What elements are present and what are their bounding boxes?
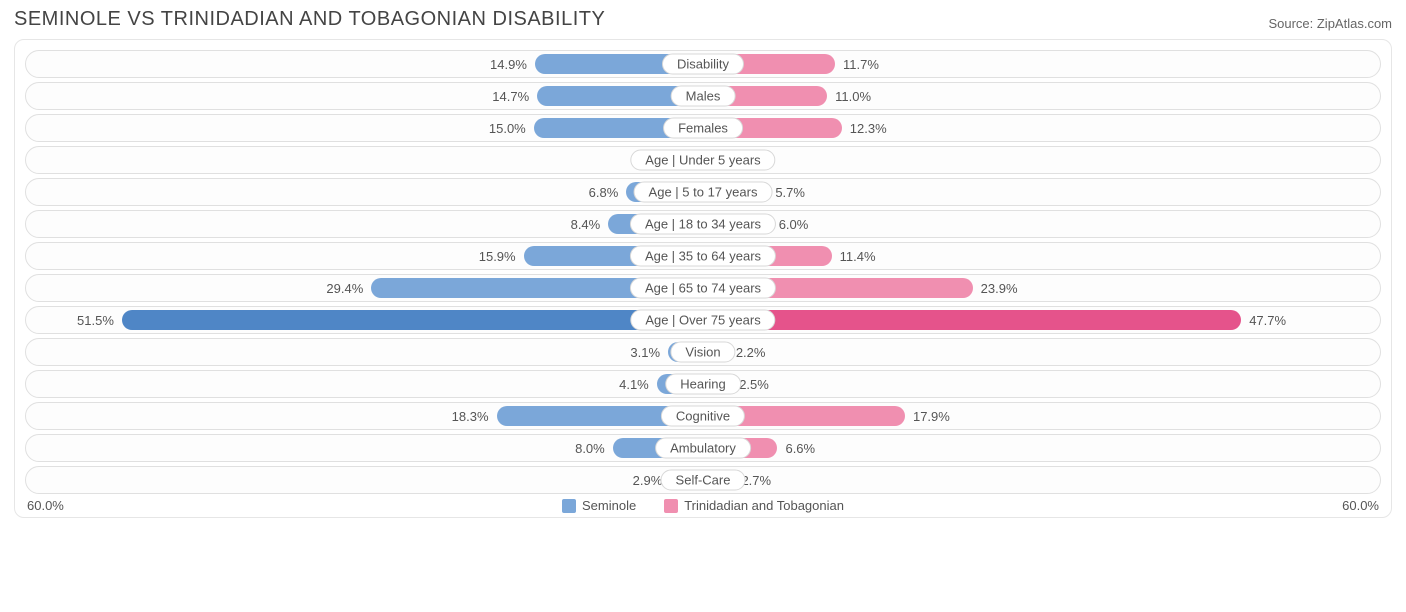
value-left: 29.4% xyxy=(326,275,371,301)
chart-row: 4.1%2.5%Hearing xyxy=(25,370,1381,398)
legend-item-left: Seminole xyxy=(562,498,636,513)
bar-left xyxy=(122,310,703,330)
chart-row: 2.9%2.7%Self-Care xyxy=(25,466,1381,494)
chart-row: 8.0% 6.6% Ambulatory xyxy=(25,434,1381,462)
chart-row: 3.1%2.2%Vision xyxy=(25,338,1381,366)
value-left: 8.0% xyxy=(575,435,613,461)
value-right: 12.3% xyxy=(842,115,887,141)
value-left: 51.5% xyxy=(77,307,122,333)
category-label: Self-Care xyxy=(661,470,746,491)
chart-row: 15.9% 11.4% Age | 35 to 64 years xyxy=(25,242,1381,270)
axis-max-right: 60.0% xyxy=(1342,498,1379,513)
chart-row: 6.8% 5.7%Age | 5 to 17 years xyxy=(25,178,1381,206)
value-right: 6.0% xyxy=(771,211,809,237)
chart-row: 18.3% 17.9% Cognitive xyxy=(25,402,1381,430)
chart-row: 14.7% 11.0% Males xyxy=(25,82,1381,110)
legend-swatch-right-icon xyxy=(664,499,678,513)
category-label: Age | 18 to 34 years xyxy=(630,214,776,235)
value-right: 6.6% xyxy=(777,435,815,461)
chart-row: 14.9% 11.7% Disability xyxy=(25,50,1381,78)
bar-right xyxy=(703,310,1241,330)
value-right: 23.9% xyxy=(973,275,1018,301)
value-left: 6.8% xyxy=(589,179,627,205)
value-left: 15.0% xyxy=(489,115,534,141)
chart-row: 8.4% 6.0%Age | 18 to 34 years xyxy=(25,210,1381,238)
category-label: Hearing xyxy=(665,374,741,395)
axis-max-left: 60.0% xyxy=(27,498,64,513)
chart-footer: 60.0% Seminole Trinidadian and Tobagonia… xyxy=(19,498,1387,513)
category-label: Vision xyxy=(670,342,735,363)
category-label: Ambulatory xyxy=(655,438,751,459)
category-label: Age | Under 5 years xyxy=(630,150,775,171)
legend: Seminole Trinidadian and Tobagonian xyxy=(64,498,1342,513)
diverging-bar-chart: 14.9% 11.7% Disability 14.7% 11.0% Males 15.0%… xyxy=(14,39,1392,518)
value-left: 4.1% xyxy=(619,371,657,397)
chart-row: 29.4% 23.9% Age | 65 to 74 years xyxy=(25,274,1381,302)
value-right: 11.4% xyxy=(832,243,876,269)
value-right: 11.0% xyxy=(827,83,871,109)
legend-label-left: Seminole xyxy=(582,498,636,513)
legend-swatch-left-icon xyxy=(562,499,576,513)
source-attribution: Source: ZipAtlas.com xyxy=(1268,16,1392,31)
category-label: Males xyxy=(671,86,736,107)
value-left: 14.9% xyxy=(490,51,535,77)
chart-container: SEMINOLE VS TRINIDADIAN AND TOBAGONIAN D… xyxy=(0,0,1406,528)
header: SEMINOLE VS TRINIDADIAN AND TOBAGONIAN D… xyxy=(14,8,1392,31)
value-right: 11.7% xyxy=(835,51,879,77)
chart-row: 1.6%1.1%Age | Under 5 years xyxy=(25,146,1381,174)
category-label: Age | Over 75 years xyxy=(630,310,775,331)
category-label: Age | 65 to 74 years xyxy=(630,278,776,299)
value-left: 14.7% xyxy=(492,83,537,109)
value-right: 5.7% xyxy=(767,179,805,205)
legend-label-right: Trinidadian and Tobagonian xyxy=(684,498,844,513)
value-left: 8.4% xyxy=(571,211,609,237)
rows-host: 14.9% 11.7% Disability 14.7% 11.0% Males 15.0%… xyxy=(19,50,1387,494)
chart-title: SEMINOLE VS TRINIDADIAN AND TOBAGONIAN D… xyxy=(14,8,605,31)
chart-row: 15.0% 12.3% Females xyxy=(25,114,1381,142)
category-label: Disability xyxy=(662,54,744,75)
value-left: 18.3% xyxy=(452,403,497,429)
category-label: Age | 35 to 64 years xyxy=(630,246,776,267)
value-right: 47.7% xyxy=(1241,307,1286,333)
legend-item-right: Trinidadian and Tobagonian xyxy=(664,498,844,513)
category-label: Cognitive xyxy=(661,406,745,427)
category-label: Age | 5 to 17 years xyxy=(634,182,773,203)
value-left: 15.9% xyxy=(479,243,524,269)
chart-row: 51.5% 47.7% Age | Over 75 years xyxy=(25,306,1381,334)
value-right: 17.9% xyxy=(905,403,950,429)
value-left: 3.1% xyxy=(630,339,668,365)
category-label: Females xyxy=(663,118,743,139)
